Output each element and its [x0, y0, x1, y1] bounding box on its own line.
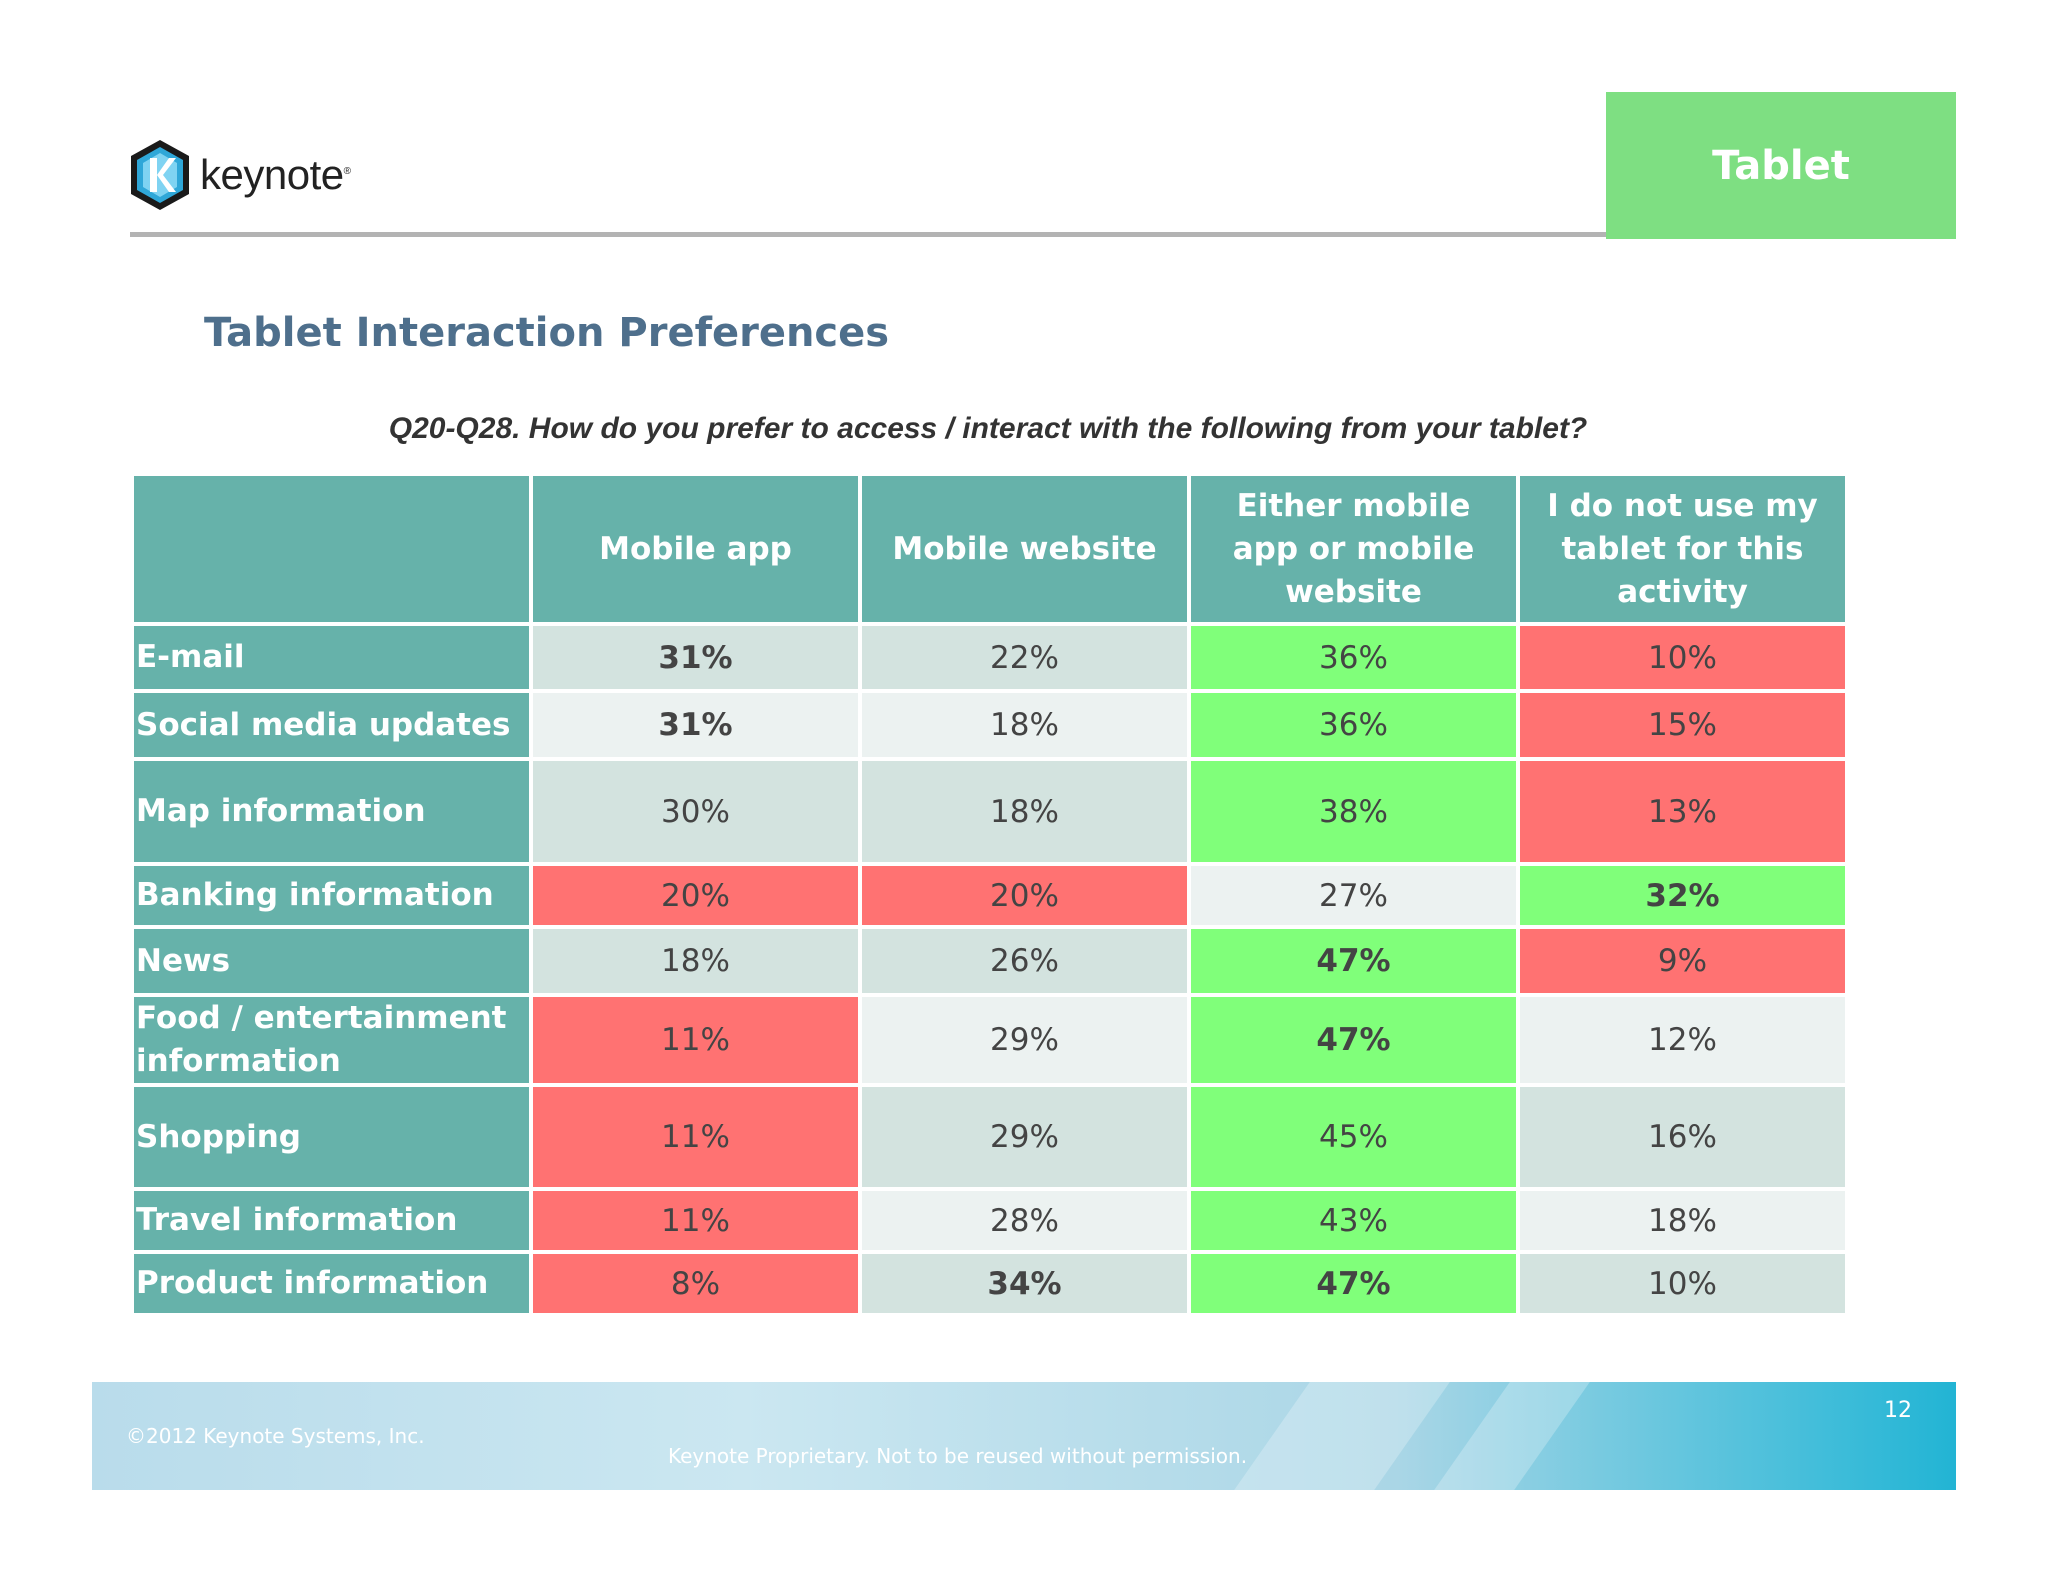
- table-cell: 11%: [533, 1191, 858, 1250]
- survey-question: Q20-Q28. How do you prefer to access / i…: [388, 412, 1588, 445]
- table-row: Social media updates 31% 18% 36% 15%: [134, 693, 1845, 757]
- row-label: Social media updates: [134, 693, 529, 757]
- table-row: Travel information 11% 28% 43% 18%: [134, 1191, 1845, 1250]
- table-cell: 47%: [1191, 997, 1516, 1083]
- table-cell: 47%: [1191, 929, 1516, 993]
- table-cell: 34%: [862, 1254, 1187, 1313]
- copyright-text: ©2012 Keynote Systems, Inc.: [126, 1424, 425, 1448]
- table-cell: 15%: [1520, 693, 1845, 757]
- table-cell: 11%: [533, 997, 858, 1083]
- table-row: Shopping 11% 29% 45% 16%: [134, 1087, 1845, 1187]
- row-label: Travel information: [134, 1191, 529, 1250]
- table-cell: 43%: [1191, 1191, 1516, 1250]
- column-header-either: Either mobile app or mobile website: [1191, 476, 1516, 622]
- table-header-row: Mobile app Mobile website Either mobile …: [134, 476, 1845, 622]
- table-cell: 8%: [533, 1254, 858, 1313]
- row-label: Product information: [134, 1254, 529, 1313]
- section-tag: Tablet: [1606, 92, 1956, 239]
- table-cell: 18%: [533, 929, 858, 993]
- footer-decoration: [1434, 1382, 1590, 1490]
- table-row: Food / entertainment information 11% 29%…: [134, 997, 1845, 1083]
- table-cell: 32%: [1520, 866, 1845, 925]
- keynote-logo-icon: [131, 140, 189, 210]
- table-cell: 18%: [862, 761, 1187, 862]
- row-label: Food / entertainment information: [134, 997, 529, 1083]
- table-cell: 45%: [1191, 1087, 1516, 1187]
- table-cell: 12%: [1520, 997, 1845, 1083]
- table-cell: 31%: [533, 693, 858, 757]
- row-label: Map information: [134, 761, 529, 862]
- table-cell: 47%: [1191, 1254, 1516, 1313]
- table-cell: 10%: [1520, 1254, 1845, 1313]
- footer-banner: ©2012 Keynote Systems, Inc. Keynote Prop…: [92, 1382, 1956, 1490]
- keynote-logo: keynote®: [128, 138, 351, 212]
- row-label: News: [134, 929, 529, 993]
- table-row: News 18% 26% 47% 9%: [134, 929, 1845, 993]
- table-cell: 28%: [862, 1191, 1187, 1250]
- table-cell: 27%: [1191, 866, 1516, 925]
- table-cell: 36%: [1191, 693, 1516, 757]
- page-number: 12: [1884, 1398, 1912, 1423]
- table-cell: 30%: [533, 761, 858, 862]
- table-cell: 18%: [862, 693, 1187, 757]
- table-cell: 29%: [862, 997, 1187, 1083]
- table-cell: 31%: [533, 626, 858, 689]
- preferences-table: Mobile app Mobile website Either mobile …: [130, 472, 1849, 1317]
- row-label: Shopping: [134, 1087, 529, 1187]
- table-row: Banking information 20% 20% 27% 32%: [134, 866, 1845, 925]
- table-row: Product information 8% 34% 47% 10%: [134, 1254, 1845, 1313]
- brand-name: keynote®: [200, 151, 351, 198]
- row-label: Banking information: [134, 866, 529, 925]
- table-cell: 29%: [862, 1087, 1187, 1187]
- table-cell: 10%: [1520, 626, 1845, 689]
- table-cell: 26%: [862, 929, 1187, 993]
- column-header-mobile-app: Mobile app: [533, 476, 858, 622]
- proprietary-notice: Keynote Proprietary. Not to be reused wi…: [668, 1444, 1248, 1468]
- page-title: Tablet Interaction Preferences: [204, 310, 890, 356]
- column-header-mobile-website: Mobile website: [862, 476, 1187, 622]
- table-row: Map information 30% 18% 38% 13%: [134, 761, 1845, 862]
- row-label: E-mail: [134, 626, 529, 689]
- table-cell: 18%: [1520, 1191, 1845, 1250]
- table-row: E-mail 31% 22% 36% 10%: [134, 626, 1845, 689]
- table-cell: 13%: [1520, 761, 1845, 862]
- table-cell: 20%: [533, 866, 858, 925]
- footer-decoration: [1234, 1382, 1450, 1490]
- table-cell: 20%: [862, 866, 1187, 925]
- table-cell: 36%: [1191, 626, 1516, 689]
- table-cell: 16%: [1520, 1087, 1845, 1187]
- column-header-blank: [134, 476, 529, 622]
- header-divider: [130, 232, 1606, 237]
- table-cell: 38%: [1191, 761, 1516, 862]
- column-header-do-not-use: I do not use my tablet for this activity: [1520, 476, 1845, 622]
- table-cell: 9%: [1520, 929, 1845, 993]
- table-cell: 22%: [862, 626, 1187, 689]
- table-cell: 11%: [533, 1087, 858, 1187]
